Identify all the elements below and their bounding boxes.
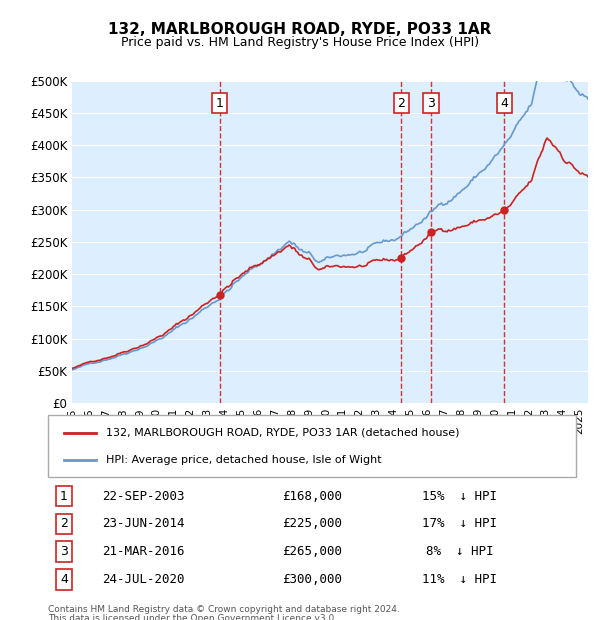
Text: 4: 4 — [500, 97, 508, 110]
Text: 2: 2 — [397, 97, 406, 110]
Text: £265,000: £265,000 — [282, 545, 342, 558]
Text: Contains HM Land Registry data © Crown copyright and database right 2024.: Contains HM Land Registry data © Crown c… — [48, 604, 400, 614]
Text: 23-JUN-2014: 23-JUN-2014 — [102, 517, 184, 530]
Text: Price paid vs. HM Land Registry's House Price Index (HPI): Price paid vs. HM Land Registry's House … — [121, 36, 479, 49]
Text: 21-MAR-2016: 21-MAR-2016 — [102, 545, 184, 558]
Text: 132, MARLBOROUGH ROAD, RYDE, PO33 1AR (detached house): 132, MARLBOROUGH ROAD, RYDE, PO33 1AR (d… — [106, 428, 460, 438]
Text: 132, MARLBOROUGH ROAD, RYDE, PO33 1AR: 132, MARLBOROUGH ROAD, RYDE, PO33 1AR — [109, 22, 491, 37]
Text: 3: 3 — [60, 545, 68, 558]
Text: 15%  ↓ HPI: 15% ↓ HPI — [422, 490, 497, 503]
Text: 4: 4 — [60, 573, 68, 586]
Text: 24-JUL-2020: 24-JUL-2020 — [102, 573, 184, 586]
Text: £225,000: £225,000 — [282, 517, 342, 530]
Text: 1: 1 — [60, 490, 68, 503]
Text: £168,000: £168,000 — [282, 490, 342, 503]
Text: 17%  ↓ HPI: 17% ↓ HPI — [422, 517, 497, 530]
Text: 2: 2 — [60, 517, 68, 530]
Text: 11%  ↓ HPI: 11% ↓ HPI — [422, 573, 497, 586]
Text: HPI: Average price, detached house, Isle of Wight: HPI: Average price, detached house, Isle… — [106, 455, 382, 465]
Text: 22-SEP-2003: 22-SEP-2003 — [102, 490, 184, 503]
FancyBboxPatch shape — [48, 415, 576, 477]
Text: This data is licensed under the Open Government Licence v3.0.: This data is licensed under the Open Gov… — [48, 614, 337, 620]
Text: £300,000: £300,000 — [282, 573, 342, 586]
Text: 1: 1 — [215, 97, 223, 110]
Text: 3: 3 — [427, 97, 435, 110]
Text: 8%  ↓ HPI: 8% ↓ HPI — [426, 545, 494, 558]
